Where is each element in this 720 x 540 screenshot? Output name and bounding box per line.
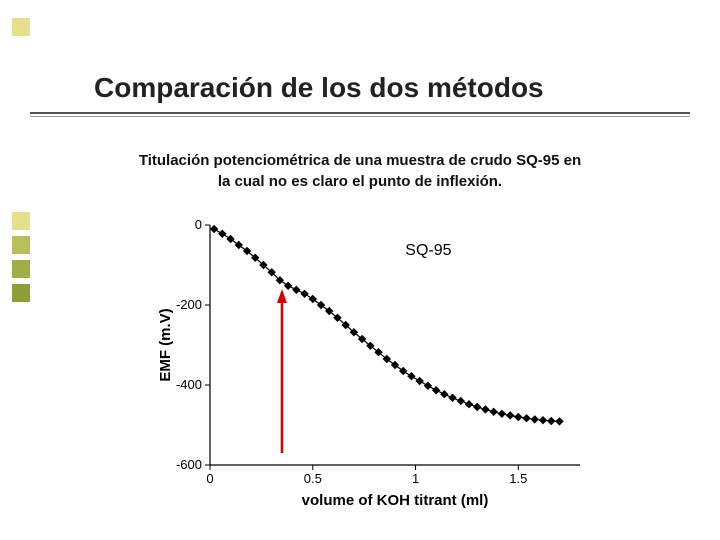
data-marker bbox=[433, 387, 440, 394]
chart-svg: 0 -200 -400 -600 0 0.5 1 1.5 SQ-95 volume of KOH … bbox=[150, 215, 610, 515]
data-marker bbox=[441, 391, 448, 398]
side-decor bbox=[0, 0, 40, 540]
ytick-label: -200 bbox=[176, 297, 202, 312]
title-wrap: Comparación de los dos métodos bbox=[94, 72, 680, 104]
data-marker bbox=[408, 373, 415, 380]
data-marker bbox=[449, 394, 456, 401]
data-marker bbox=[523, 415, 530, 422]
data-marker bbox=[416, 378, 423, 385]
data-marker bbox=[457, 398, 464, 405]
data-marker bbox=[548, 418, 555, 425]
decor-square bbox=[12, 18, 30, 36]
subtitle: Titulación potenciométrica de una muestr… bbox=[50, 150, 670, 192]
decor-square bbox=[12, 212, 30, 230]
decor-square bbox=[12, 260, 30, 278]
series-label: SQ-95 bbox=[405, 242, 451, 259]
xtick-label: 1.5 bbox=[509, 471, 527, 486]
data-marker bbox=[474, 404, 481, 411]
data-marker bbox=[482, 406, 489, 413]
data-marker bbox=[515, 414, 522, 421]
data-marker bbox=[507, 412, 514, 419]
ytick-label: -400 bbox=[176, 377, 202, 392]
title-rule-2 bbox=[30, 116, 690, 117]
data-marker bbox=[285, 282, 292, 289]
ytick-label: 0 bbox=[195, 217, 202, 232]
subtitle-line2: la cual no es claro el punto de inflexió… bbox=[218, 173, 502, 190]
xtick-label: 1 bbox=[412, 471, 419, 486]
data-marker bbox=[466, 401, 473, 408]
data-marker bbox=[540, 417, 547, 424]
x-axis-label: volume of KOH titrant (ml) bbox=[302, 492, 489, 509]
data-marker bbox=[293, 286, 300, 293]
xtick-label: 0 bbox=[206, 471, 213, 486]
titration-chart: 0 -200 -400 -600 0 0.5 1 1.5 SQ-95 volume of KOH … bbox=[150, 215, 610, 515]
ytick-label: -600 bbox=[176, 457, 202, 472]
data-marker bbox=[490, 408, 497, 415]
annotation-arrow-head bbox=[277, 289, 287, 303]
data-marker bbox=[531, 416, 538, 423]
data-marker bbox=[424, 382, 431, 389]
y-axis-label: EMF (m.V) bbox=[157, 308, 174, 381]
series-line bbox=[214, 229, 559, 421]
page-title: Comparación de los dos métodos bbox=[94, 72, 544, 103]
decor-square bbox=[12, 284, 30, 302]
data-marker bbox=[211, 226, 218, 233]
subtitle-line1: Titulación potenciométrica de una muestr… bbox=[139, 152, 581, 169]
slide: { "decor": { "side_squares": [ { "top": … bbox=[0, 0, 720, 540]
xtick-label: 0.5 bbox=[304, 471, 322, 486]
data-marker bbox=[301, 290, 308, 297]
title-rule bbox=[30, 112, 690, 114]
data-marker bbox=[498, 410, 505, 417]
data-marker bbox=[219, 230, 226, 237]
data-marker bbox=[556, 418, 563, 425]
decor-square bbox=[12, 236, 30, 254]
